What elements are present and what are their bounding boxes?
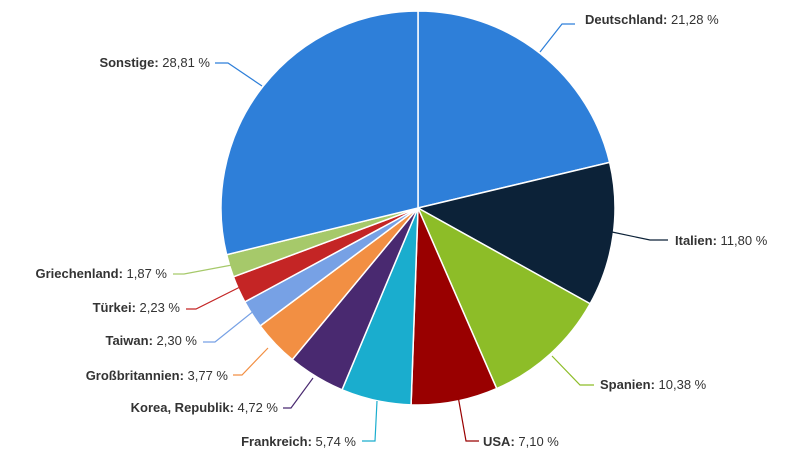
data-label-value: 2,23 % bbox=[136, 300, 181, 315]
connector-line bbox=[186, 286, 241, 310]
connector-line bbox=[173, 264, 233, 275]
data-label-value: 1,87 % bbox=[123, 266, 168, 281]
connector-line bbox=[611, 231, 668, 241]
data-label-name: Türkei: bbox=[93, 300, 136, 315]
data-label: Deutschland: 21,28 % bbox=[585, 12, 719, 27]
data-label-value: 5,74 % bbox=[312, 434, 357, 449]
pie-slices bbox=[220, 10, 616, 406]
pie-slice-sonstige[interactable] bbox=[220, 10, 419, 256]
data-label-value: 28,81 % bbox=[159, 55, 211, 70]
data-label: Sonstige: 28,81 % bbox=[99, 55, 210, 70]
connector-line bbox=[233, 347, 269, 376]
data-label-value: 11,80 % bbox=[717, 233, 768, 248]
data-label-name: Großbritannien: bbox=[86, 368, 184, 383]
data-label-name: Korea, Republik: bbox=[131, 400, 234, 415]
data-label: USA: 7,10 % bbox=[483, 434, 559, 449]
label-connectors bbox=[173, 23, 668, 442]
connector-line bbox=[551, 355, 594, 386]
data-label-value: 4,72 % bbox=[234, 400, 279, 415]
pie-slice-deutschland[interactable] bbox=[417, 10, 611, 209]
data-label-name: Spanien: bbox=[600, 377, 655, 392]
connector-line bbox=[539, 23, 575, 53]
data-label: Türkei: 2,23 % bbox=[93, 300, 181, 315]
pie-slice-italien[interactable] bbox=[417, 161, 616, 305]
data-label-value: 7,10 % bbox=[515, 434, 560, 449]
data-label-name: Deutschland: bbox=[585, 12, 667, 27]
data-label-name: Frankreich: bbox=[241, 434, 312, 449]
data-label: Korea, Republik: 4,72 % bbox=[131, 400, 279, 415]
data-label-name: Italien: bbox=[675, 233, 717, 248]
data-label-name: Griechenland: bbox=[35, 266, 122, 281]
connector-line bbox=[215, 62, 263, 87]
data-label-value: 2,30 % bbox=[153, 333, 198, 348]
pie-slice-spanien[interactable] bbox=[417, 207, 591, 390]
data-label-name: Sonstige: bbox=[99, 55, 158, 70]
connector-line bbox=[457, 395, 479, 442]
data-label-name: USA: bbox=[483, 434, 515, 449]
connector-line bbox=[283, 377, 314, 409]
data-label: Großbritannien: 3,77 % bbox=[86, 368, 229, 383]
connector-line bbox=[203, 309, 256, 343]
data-label-value: 10,38 % bbox=[655, 377, 707, 392]
data-label: Spanien: 10,38 % bbox=[600, 377, 707, 392]
data-label: Taiwan: 2,30 % bbox=[105, 333, 197, 348]
data-labels: Deutschland: 21,28 % Italien: 11,80 % Span… bbox=[35, 12, 767, 449]
data-label-value: 3,77 % bbox=[184, 368, 229, 383]
connector-line bbox=[362, 400, 378, 442]
data-label: Griechenland: 1,87 % bbox=[35, 266, 167, 281]
data-label: Frankreich: 5,74 % bbox=[241, 434, 356, 449]
data-label-name: Taiwan: bbox=[105, 333, 152, 348]
data-label-value: 21,28 % bbox=[667, 12, 719, 27]
data-label: Italien: 11,80 % bbox=[675, 233, 768, 248]
